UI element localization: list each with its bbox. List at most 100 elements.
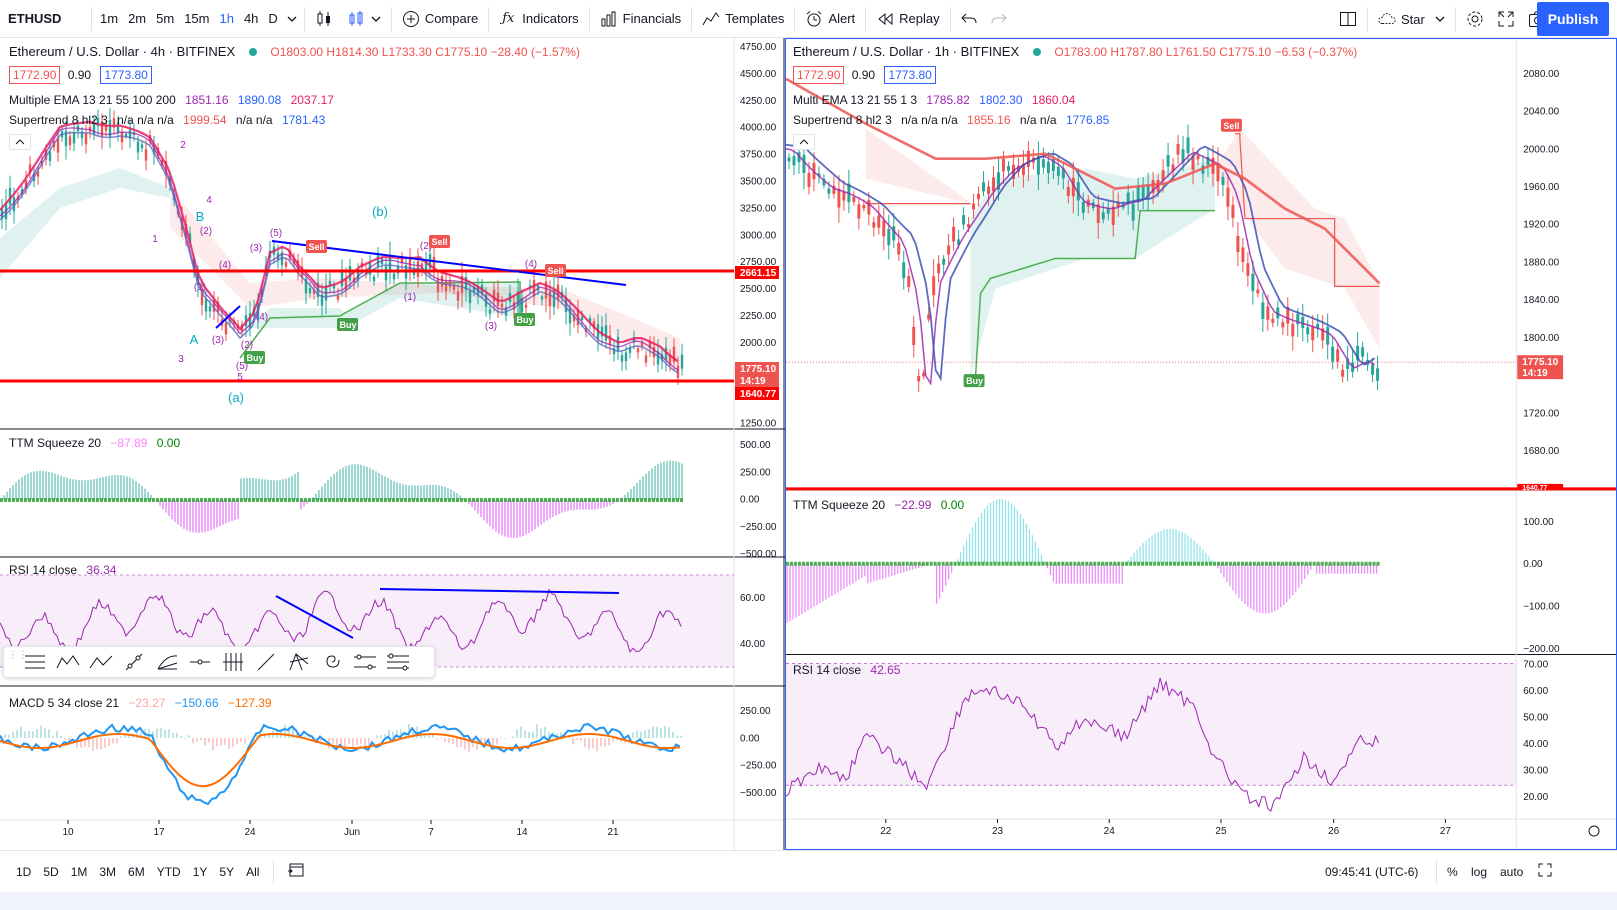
- right-ema-legend[interactable]: Multi EMA 13 21 55 1 3 1785.82 1802.30 1…: [793, 93, 1075, 107]
- candle-body: [1106, 208, 1110, 214]
- candle-body: [1281, 322, 1285, 328]
- wave-label: (b): [372, 204, 388, 219]
- left-bid[interactable]: 1772.90: [9, 66, 61, 84]
- candle-body: [304, 278, 308, 294]
- chart-settings-button[interactable]: [1588, 825, 1600, 837]
- range-3m[interactable]: 3M: [99, 864, 117, 879]
- candle-body: [612, 347, 616, 355]
- timeframe-dropdown[interactable]: [283, 0, 301, 38]
- alert-button[interactable]: Alert: [798, 0, 862, 38]
- collapse-legend-button[interactable]: [9, 134, 31, 150]
- fullscreen-button[interactable]: [1491, 0, 1521, 38]
- tool-ray[interactable]: [117, 647, 150, 677]
- rsi-value: 36.34: [86, 563, 117, 577]
- candle-body: [588, 318, 592, 323]
- left-ttm-legend[interactable]: TTM Squeeze 20 −87.89 0.00: [9, 436, 180, 450]
- timeframe-1h[interactable]: 1h: [219, 11, 234, 26]
- support-price-tag: 1640.77: [740, 389, 777, 400]
- indicators-button[interactable]: ƒx Indicators: [492, 0, 585, 38]
- range-5d[interactable]: 5D: [43, 864, 59, 879]
- rsi-tick-label: 30.00: [1523, 766, 1548, 777]
- range-all[interactable]: All: [246, 864, 260, 879]
- settings-button[interactable]: [1459, 0, 1491, 38]
- clock-readout[interactable]: 09:45:41 (UTC-6): [1325, 864, 1419, 879]
- range-1d[interactable]: 1D: [16, 864, 32, 879]
- trend-line: [215, 305, 241, 329]
- tool-abc-pattern[interactable]: [84, 647, 117, 677]
- chart-type-button[interactable]: [340, 0, 388, 38]
- undo-button[interactable]: [954, 0, 984, 38]
- candle-body: [1171, 164, 1175, 171]
- financials-button[interactable]: Financials: [593, 0, 689, 38]
- publish-button[interactable]: Publish: [1537, 2, 1609, 36]
- candle-body: [100, 121, 104, 137]
- left-price-axis[interactable]: 4750.00 4500.00 4250.00 4000.00 3750.00 3500.…: [735, 42, 779, 430]
- bars-icon: [349, 10, 363, 26]
- tool-spiral[interactable]: [315, 647, 348, 677]
- timeframe-5m[interactable]: 5m: [156, 11, 175, 26]
- timeframe-4h[interactable]: 4h: [243, 11, 259, 26]
- layout-button[interactable]: [1332, 0, 1364, 38]
- compare-button[interactable]: Compare: [395, 0, 485, 38]
- tool-pitchfork[interactable]: [282, 647, 315, 677]
- templates-button[interactable]: Templates: [695, 0, 791, 38]
- right-ask[interactable]: 1773.80: [884, 66, 936, 84]
- tool-ranges[interactable]: [381, 647, 414, 677]
- left-time-axis[interactable]: 10 17 24 Jun 7 14 21: [62, 820, 619, 838]
- right-supertrend-legend[interactable]: Supertrend 8 hl2 3 n/a n/a n/a 1855.16 n…: [793, 113, 1109, 127]
- right-price-axis[interactable]: 2080.00 2040.00 2000.00 1960.00 1920.00 1880.…: [1517, 69, 1564, 492]
- left-ema-legend[interactable]: Multiple EMA 13 21 55 100 200 1851.16 18…: [9, 93, 334, 107]
- timeframe-2m[interactable]: 2m: [128, 11, 147, 26]
- timeframe-1m[interactable]: 1m: [100, 11, 119, 26]
- symbol-search[interactable]: ETHUSD: [8, 11, 62, 26]
- wave-label: (2): [241, 340, 253, 351]
- timeframe-d[interactable]: D: [268, 11, 278, 26]
- candle-body: [664, 347, 668, 361]
- candle-body: [620, 354, 624, 362]
- range-6m[interactable]: 6M: [128, 864, 145, 879]
- right-rsi-legend[interactable]: RSI 14 close 42.65: [793, 663, 900, 677]
- alarm-clock-icon: [805, 10, 823, 28]
- range-1y[interactable]: 1Y: [192, 864, 208, 879]
- timeframe-15m[interactable]: 15m: [184, 11, 210, 26]
- drag-handle[interactable]: ⋮⋮: [8, 650, 28, 661]
- goto-date-button[interactable]: [277, 862, 315, 881]
- right-bid[interactable]: 1772.90: [793, 66, 845, 84]
- left-macd-legend[interactable]: MACD 5 34 close 21 −23.27 −150.66 −127.3…: [9, 696, 272, 710]
- right-chart-1h[interactable]: Buy Sell 100.00 0.00 −100.00 −200.00 70.00 60…: [785, 38, 1617, 850]
- candle-body: [1191, 155, 1195, 170]
- wave-label: 2: [180, 140, 186, 151]
- candle-body: [200, 288, 204, 305]
- candle-body: [308, 288, 312, 294]
- tool-parallel-channel[interactable]: [348, 647, 381, 677]
- candle-body: [947, 245, 951, 255]
- tool-elliott-wave[interactable]: [51, 647, 84, 677]
- collapse-legend-button[interactable]: [793, 134, 815, 150]
- left-supertrend-legend[interactable]: Supertrend 8 hl2 3 n/a n/a n/a 1999.54 n…: [9, 113, 325, 127]
- right-ttm-legend[interactable]: TTM Squeeze 20 −22.99 0.00: [793, 498, 964, 512]
- tool-trend-line[interactable]: [249, 647, 282, 677]
- price-tick-label: 3750.00: [740, 150, 777, 161]
- left-spread: 0.90: [67, 68, 92, 82]
- save-layout-button[interactable]: Star: [1371, 0, 1452, 38]
- bar-style-button[interactable]: [308, 0, 340, 38]
- right-time-axis[interactable]: 22 23 24 25 26 27: [880, 819, 1451, 837]
- redo-button[interactable]: [984, 0, 1014, 38]
- rsi-tick-label: 60.00: [1523, 686, 1548, 697]
- range-ytd[interactable]: YTD: [156, 864, 181, 879]
- supertrend-up-fill: [0, 168, 170, 278]
- tool-vertical-lines[interactable]: [216, 647, 249, 677]
- maximize-button[interactable]: [1538, 863, 1552, 880]
- range-1m[interactable]: 1M: [70, 864, 88, 879]
- percent-toggle[interactable]: %: [1447, 864, 1458, 879]
- replay-button[interactable]: Replay: [869, 0, 946, 38]
- left-ask[interactable]: 1773.80: [100, 66, 152, 84]
- left-rsi-legend[interactable]: RSI 14 close 36.34: [9, 563, 116, 577]
- auto-toggle[interactable]: auto: [1500, 864, 1524, 879]
- tool-horizontal-lines[interactable]: [18, 647, 51, 677]
- tool-horizontal-line[interactable]: [183, 647, 216, 677]
- range-5y[interactable]: 5Y: [219, 864, 235, 879]
- candle-body: [1176, 143, 1180, 155]
- tool-fib[interactable]: [150, 647, 183, 677]
- log-toggle[interactable]: log: [1471, 864, 1488, 879]
